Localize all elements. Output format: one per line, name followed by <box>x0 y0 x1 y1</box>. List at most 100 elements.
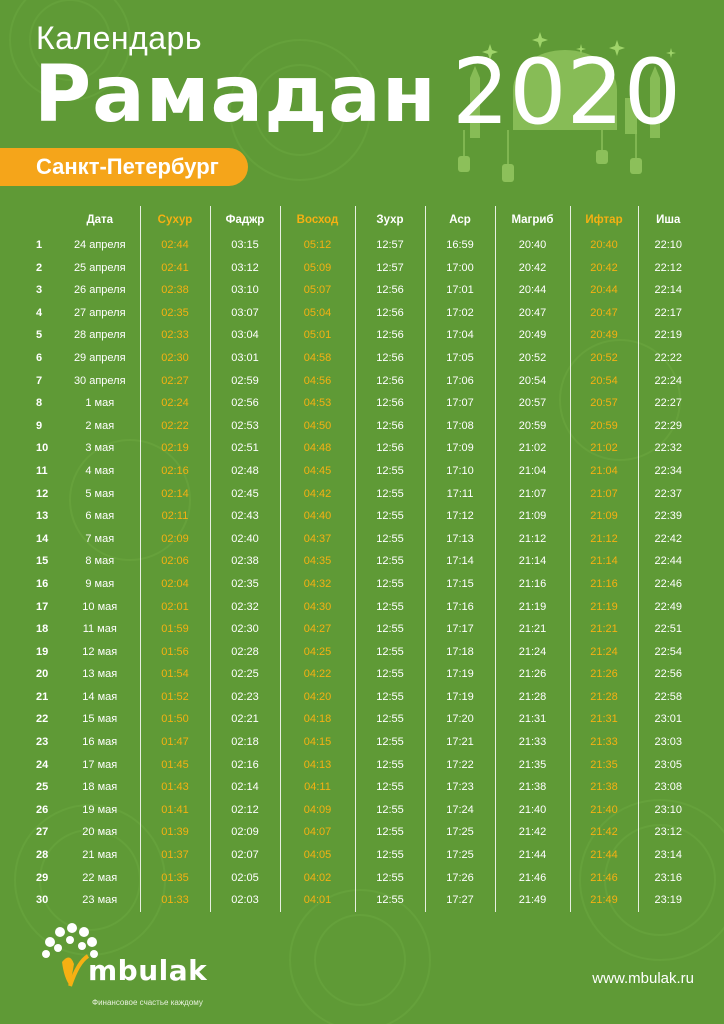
table-cell: 01:47 <box>140 731 211 754</box>
table-cell: 03:07 <box>210 301 281 325</box>
table-row: 26 19 мая 01:41 02:12 04:09 12:55 17:24 21:40 21… <box>26 798 698 822</box>
table-cell: 17:20 <box>425 708 496 732</box>
table-cell: 17:14 <box>425 550 496 573</box>
day-number: 4 <box>36 306 43 319</box>
table-cell: 23:12 <box>654 826 683 839</box>
table-cell: 12:57 <box>355 234 426 257</box>
table-cell: 02:16 <box>210 753 281 777</box>
table-cell: 02:28 <box>210 640 281 664</box>
table-cell: 20:54 <box>495 369 571 393</box>
table-cell: 20:44 <box>495 279 571 302</box>
table-cell: 04:07 <box>280 821 356 845</box>
day-number: 2 <box>36 261 43 274</box>
table-cell: 22:42 <box>654 532 683 545</box>
table-cell: 20:42 <box>495 256 571 280</box>
table-cell: 20:52 <box>570 346 639 370</box>
table-cell: 01:56 <box>140 640 211 664</box>
table-cell: 02:48 <box>210 459 281 483</box>
table-cell: 21:26 <box>495 663 571 686</box>
table-cell: 22:24 <box>654 374 683 387</box>
table-cell: 02:06 <box>140 550 211 573</box>
table-cell: 20:40 <box>495 234 571 257</box>
table-row: 5 28 апреля 02:33 03:04 05:01 12:56 17:04 20:49… <box>26 324 698 347</box>
table-cell: 12:55 <box>355 527 426 551</box>
table-cell: 17:25 <box>425 821 496 845</box>
table-cell: 02:30 <box>210 618 281 641</box>
table-cell: 12:57 <box>355 256 426 280</box>
table-cell: 04:27 <box>280 618 356 641</box>
tree-logo-icon <box>42 923 98 987</box>
table-cell: 12:55 <box>355 889 426 912</box>
table-row: 4 27 апреля 02:35 03:07 05:04 12:56 17:02 20:47… <box>26 301 698 325</box>
table-cell: 04:11 <box>280 776 356 799</box>
table-cell: 21:38 <box>570 776 639 799</box>
table-cell: 22:19 <box>654 329 683 342</box>
table-cell: 02:32 <box>210 595 281 619</box>
table-cell: 21:42 <box>495 821 571 845</box>
table-cell: 21:44 <box>495 844 571 867</box>
column-header: Ифтар <box>570 206 639 234</box>
table-cell: 22 мая <box>60 866 141 890</box>
table-cell: 17:19 <box>425 685 496 709</box>
table-cell: 02:51 <box>210 437 281 460</box>
table-cell: 22:12 <box>654 261 683 274</box>
table-cell: 21:16 <box>495 572 571 596</box>
day-number: 1 <box>36 239 43 251</box>
table-cell: 12:56 <box>355 369 426 393</box>
table-cell: 21:26 <box>570 663 639 686</box>
table-cell: 16 мая <box>60 731 141 754</box>
table-cell: 12:55 <box>355 776 426 799</box>
table-cell: 01:43 <box>140 776 211 799</box>
table-cell: 22:54 <box>654 645 683 658</box>
table-cell: 17:26 <box>425 866 496 890</box>
table-cell: 12:55 <box>355 663 426 686</box>
table-cell: 04:42 <box>280 482 356 506</box>
table-cell: 12:55 <box>355 505 426 528</box>
table-cell: 23:10 <box>654 803 683 816</box>
table-row: 22 15 мая 01:50 02:21 04:18 12:55 17:20 21:31 21… <box>26 708 698 732</box>
day-number: 9 <box>36 419 43 432</box>
table-cell: 25 апреля <box>60 256 141 280</box>
column-header: Дата <box>60 206 141 234</box>
day-number: 3 <box>36 284 43 297</box>
column-header: Восход <box>280 206 356 234</box>
table-cell: 01:33 <box>140 889 211 912</box>
column-header: Аср <box>425 206 496 234</box>
table-cell: 22:10 <box>654 239 683 251</box>
table-cell: 02:40 <box>210 527 281 551</box>
website-link[interactable]: www.mbulak.ru <box>592 970 694 987</box>
table-cell: 23:16 <box>654 871 683 884</box>
table-cell: 12:56 <box>355 346 426 370</box>
table-cell: 20:47 <box>495 301 571 325</box>
table-cell: 01:45 <box>140 753 211 777</box>
table-cell: 22:37 <box>654 487 683 500</box>
table-cell: 20:44 <box>570 279 639 302</box>
table-cell: 04:40 <box>280 505 356 528</box>
year-title: 2020 <box>452 40 682 145</box>
table-cell: 12:55 <box>355 844 426 867</box>
table-cell: 01:39 <box>140 821 211 845</box>
table-cell: 12:56 <box>355 301 426 325</box>
day-number: 6 <box>36 351 43 364</box>
table-cell: 02:03 <box>210 889 281 912</box>
table-cell: 22:58 <box>654 690 683 703</box>
table-cell: 9 мая <box>60 572 141 596</box>
table-row: 29 22 мая 01:35 02:05 04:02 12:55 17:26 21:46 21… <box>26 866 698 890</box>
table-cell: 17:27 <box>425 889 496 912</box>
table-cell: 17:13 <box>425 527 496 551</box>
table-row: 25 18 мая 01:43 02:14 04:11 12:55 17:23 21:38 21… <box>26 776 698 799</box>
table-cell: 12:56 <box>355 414 426 438</box>
table-cell: 20:47 <box>570 301 639 325</box>
calendar-subtitle: Календарь <box>36 20 203 56</box>
header-row: Дата Сухур Фаджр Восход Зухр Аср Магриб Ифтар Иш… <box>26 206 698 234</box>
table-cell: 15 мая <box>60 708 141 732</box>
table-cell: 21:28 <box>495 685 571 709</box>
day-number: 18 <box>36 623 49 636</box>
table-row: 23 16 мая 01:47 02:18 04:15 12:55 17:21 21:33 21… <box>26 731 698 754</box>
table-cell: 21:38 <box>495 776 571 799</box>
table-row: 13 6 мая 02:11 02:43 04:40 12:55 17:12 21:09 21:… <box>26 505 698 528</box>
table-cell: 29 апреля <box>60 346 141 370</box>
table-cell: 20:57 <box>495 392 571 415</box>
table-cell: 21:24 <box>495 640 571 664</box>
column-header <box>26 206 60 234</box>
